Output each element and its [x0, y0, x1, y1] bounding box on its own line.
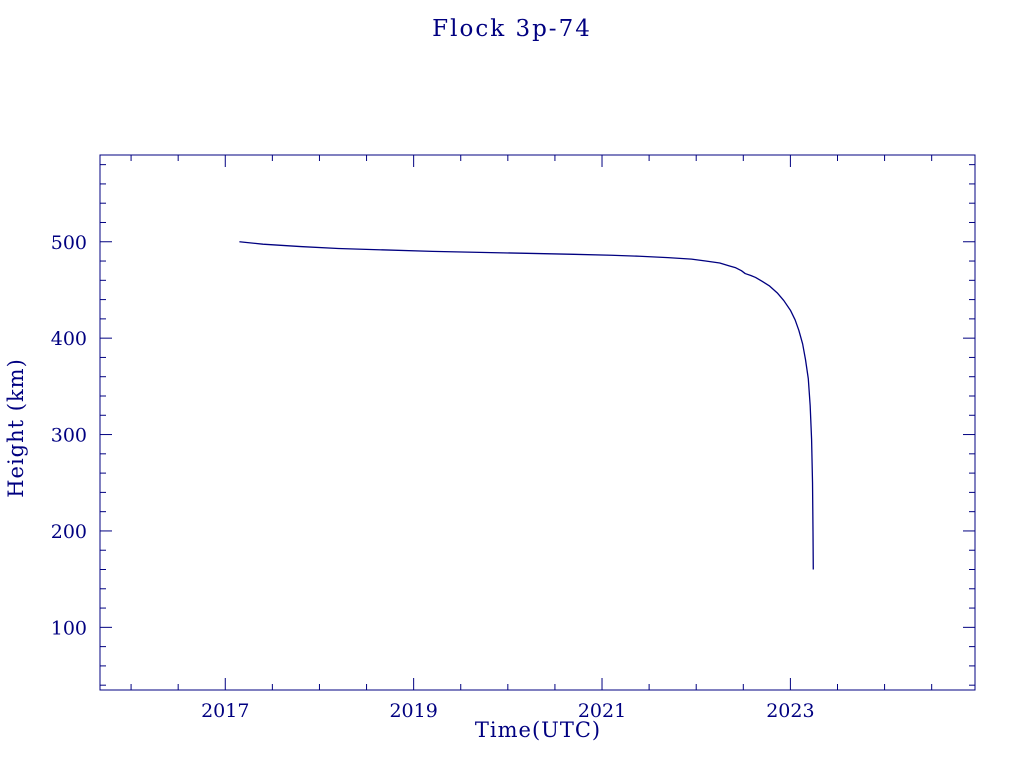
decay-curve [239, 241, 814, 570]
y-tick-label: 200 [51, 521, 87, 543]
y-axis-label: Height (km) [4, 358, 28, 498]
x-tick-label: 2023 [766, 700, 814, 722]
plot-frame [99, 154, 976, 691]
x-tick-label: 2017 [201, 700, 249, 722]
x-tick-label: 2021 [578, 700, 626, 722]
chart-title: Flock 3p-74 [432, 16, 592, 42]
x-tick-label: 2019 [389, 700, 437, 722]
y-tick-label: 100 [51, 617, 87, 639]
y-tick-label: 400 [51, 328, 87, 350]
x-axis-label: Time(UTC) [474, 718, 602, 742]
y-tick-label: 500 [51, 232, 87, 254]
y-tick-label: 300 [51, 425, 87, 447]
